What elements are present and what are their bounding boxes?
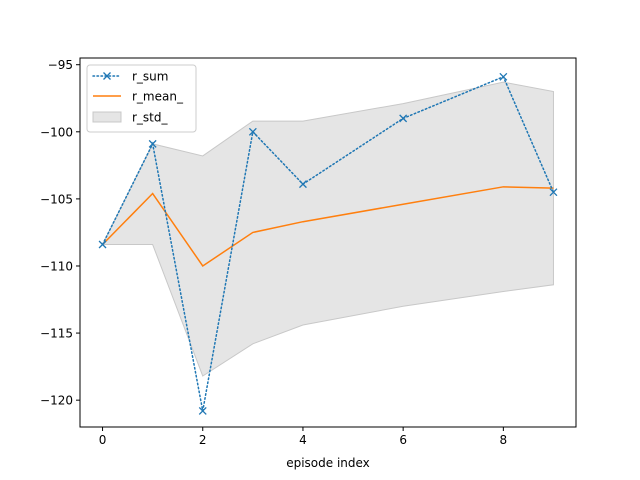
y-tick-label: −95 bbox=[48, 58, 73, 72]
data-point-r-sum bbox=[148, 139, 157, 148]
legend: r_sum r_mean_ r_std_ bbox=[86, 64, 197, 133]
data-point-r-sum bbox=[499, 72, 508, 81]
x-tick-label: 0 bbox=[99, 433, 107, 447]
x-axis-label: episode index bbox=[286, 456, 370, 470]
x-axis: 0 2 4 6 8 bbox=[99, 427, 507, 447]
data-point-r-sum bbox=[98, 240, 107, 249]
y-tick-label: −120 bbox=[40, 394, 73, 408]
legend-label-r-std: r_std_ bbox=[132, 111, 169, 125]
y-tick-label: −110 bbox=[40, 259, 73, 273]
y-axis: −120 −115 −110 −105 −100 −95 bbox=[40, 58, 80, 408]
legend-item-r-mean: r_mean_ bbox=[93, 90, 184, 104]
legend-label-r-sum: r_sum bbox=[132, 70, 168, 84]
y-tick-label: −115 bbox=[40, 327, 73, 341]
series-layer bbox=[98, 72, 558, 415]
legend-item-r-std: r_std_ bbox=[92, 111, 169, 125]
legend-item-r-sum: r_sum bbox=[92, 70, 168, 84]
legend-marker-r-sum bbox=[103, 72, 111, 80]
std-band-layer bbox=[101, 81, 554, 377]
data-point-r-sum bbox=[399, 114, 408, 123]
data-point-r-sum bbox=[248, 127, 257, 136]
y-tick-label: −100 bbox=[40, 125, 73, 139]
legend-items: r_sum r_mean_ r_std_ bbox=[92, 70, 184, 125]
x-tick-label: 2 bbox=[199, 433, 207, 447]
series-line-r-sum bbox=[101, 75, 555, 412]
data-point-r-sum bbox=[198, 406, 207, 415]
y-tick-label: −105 bbox=[40, 192, 73, 206]
legend-swatch-r-std bbox=[92, 111, 122, 123]
legend-label-r-mean: r_mean_ bbox=[132, 90, 184, 104]
x-tick-label: 8 bbox=[500, 433, 508, 447]
x-tick-label: 4 bbox=[299, 433, 307, 447]
x-tick-label: 6 bbox=[399, 433, 407, 447]
data-point-r-sum bbox=[298, 180, 307, 189]
data-point-r-sum bbox=[549, 188, 558, 197]
std-band bbox=[101, 81, 554, 377]
series-line-r-mean bbox=[102, 186, 554, 268]
axes-frame bbox=[79, 57, 577, 428]
